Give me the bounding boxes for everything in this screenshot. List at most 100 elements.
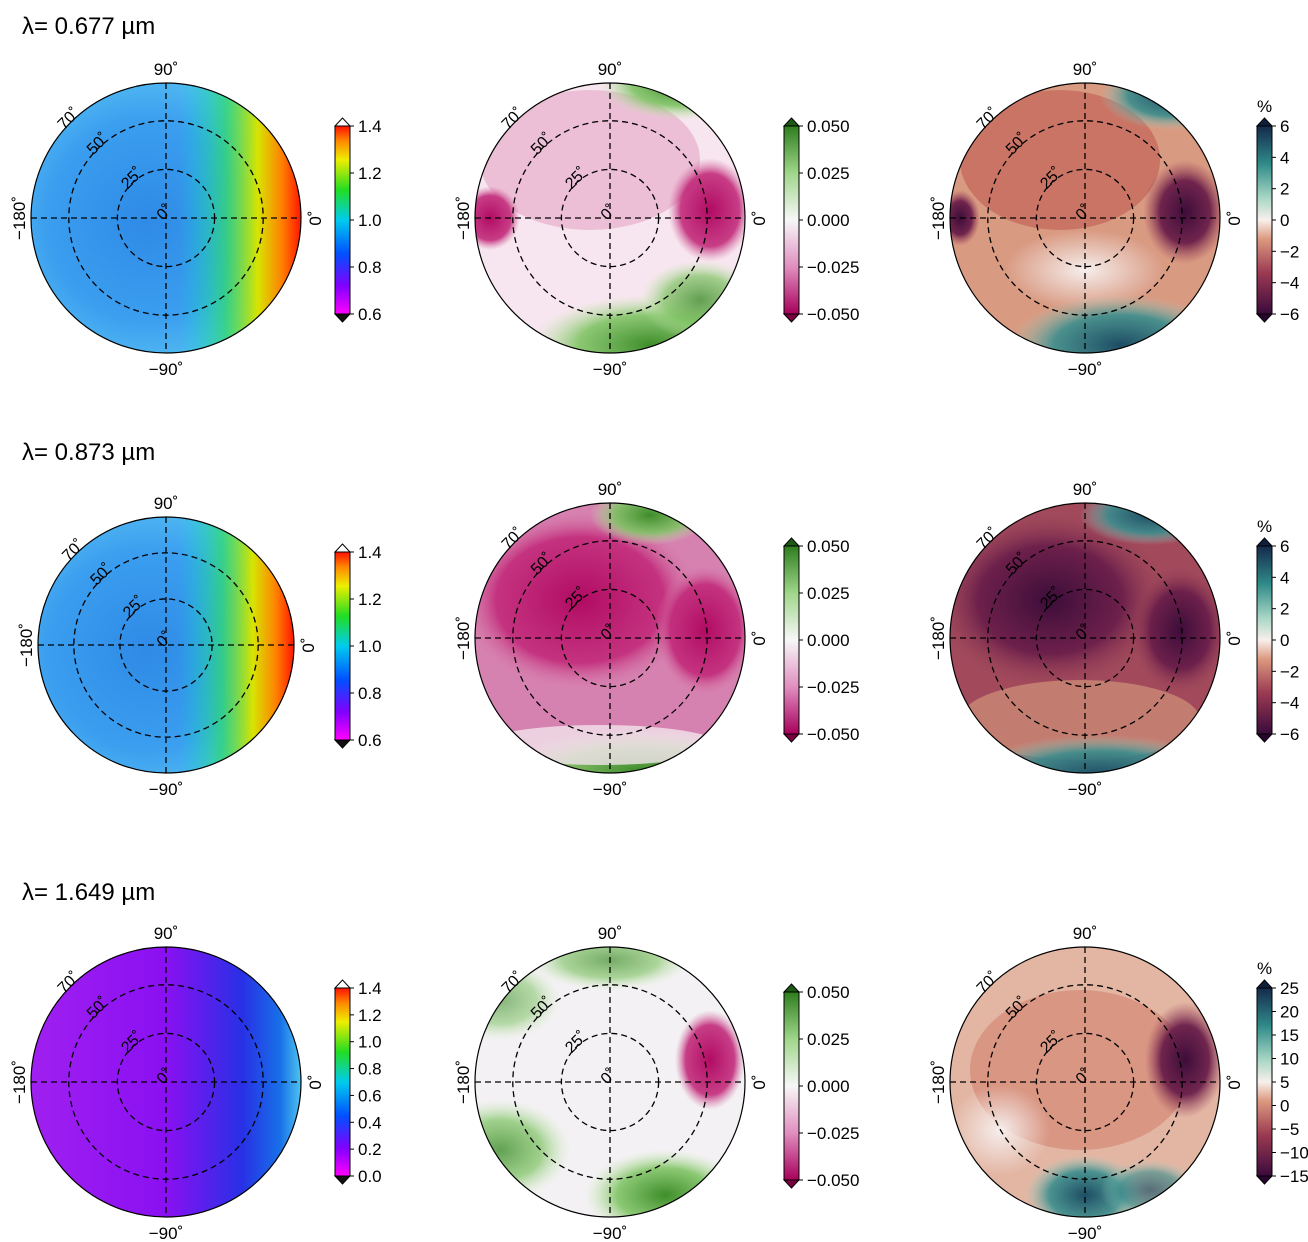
colorbar-0-2: −6 −4 −2 0 2 4 6% <box>1255 97 1299 324</box>
colorbar-tick-label: −2 <box>1280 242 1299 261</box>
colorbar-extend-min <box>1255 1175 1274 1185</box>
colorbar-gradient <box>783 545 800 735</box>
colorbar-extend-max <box>1255 979 1274 989</box>
colorbar-extend-min <box>782 1179 801 1189</box>
colorbar-extend-min <box>782 313 801 323</box>
colorbar-extend-min <box>782 733 801 743</box>
colorbar-extend-min <box>1255 313 1274 323</box>
disk-fill-1-0 <box>38 517 294 773</box>
colorbar-tick-label: 1.0 <box>358 211 382 230</box>
colorbar-tick-label: −6 <box>1280 305 1299 324</box>
colorbar-tick-label: 20 <box>1280 1003 1299 1022</box>
colorbar-tick-label: 0.050 <box>807 117 850 136</box>
lon-label-top: 90˚ <box>598 60 623 79</box>
colorbar-tick-label: 0 <box>1280 211 1289 230</box>
colorbar-tick-label: 6 <box>1280 117 1289 136</box>
lon-label-top: 90˚ <box>598 480 623 499</box>
lon-label-left: −180˚ <box>454 1060 473 1104</box>
colorbar-extend-min <box>333 739 352 749</box>
disk-fill-0-1 <box>475 83 745 353</box>
colorbar-tick-label: −0.050 <box>807 725 859 744</box>
colorbar-1-1: −0.050 −0.025 0.000 0.025 0.050 <box>782 537 859 744</box>
lon-label-top: 90˚ <box>598 924 623 943</box>
lon-label-bottom: −90˚ <box>593 1224 628 1242</box>
colorbar-tick-label: 1.0 <box>358 1033 382 1052</box>
colorbar-gradient <box>334 987 351 1177</box>
lon-label-right: 0˚ <box>750 210 769 225</box>
colorbar-tick-label: 0.6 <box>358 731 382 750</box>
colorbar-tick-label: 0.000 <box>807 1077 850 1096</box>
lon-label-top: 90˚ <box>1073 480 1098 499</box>
colorbar-tick-label: 0 <box>1280 1097 1289 1116</box>
colorbar-gradient <box>1256 987 1273 1177</box>
colorbar-extend-max <box>782 117 801 127</box>
colorbar-extend-min <box>1255 733 1274 743</box>
lon-label-right: 0˚ <box>299 637 318 652</box>
colorbar-gradient <box>783 125 800 315</box>
lon-label-left: −180˚ <box>929 1060 948 1104</box>
disk-outline <box>30 82 302 354</box>
colorbar-tick-label: 1.0 <box>358 637 382 656</box>
lon-label-right: 0˚ <box>750 630 769 645</box>
colorbar-tick-label: 0.0 <box>358 1167 382 1186</box>
colorbar-tick-label: −2 <box>1280 662 1299 681</box>
colorbar-tick-label: 1.4 <box>358 979 382 998</box>
row-label-2: λ= 1.649 µm <box>22 879 155 906</box>
colorbar-tick-label: 15 <box>1280 1026 1299 1045</box>
disk-grid-2-0: 90˚−90˚−180˚ 0˚70˚50˚25˚0˚ <box>10 924 325 1242</box>
colorbar-tick-label: −0.025 <box>807 258 859 277</box>
colorbar-tick-label: 0 <box>1280 631 1289 650</box>
lon-label-top: 90˚ <box>1073 924 1098 943</box>
colorbar-tick-label: 1.2 <box>358 590 382 609</box>
lon-label-right: 0˚ <box>750 1074 769 1089</box>
disk-outline <box>949 946 1221 1218</box>
colorbar-gradient <box>334 125 351 315</box>
colorbar-extend-max <box>782 537 801 547</box>
lon-label-bottom: −90˚ <box>1068 360 1103 379</box>
colorbar-tick-label: 10 <box>1280 1050 1299 1069</box>
colorbar-2-1: −0.050 −0.025 0.000 0.025 0.050 <box>782 983 859 1190</box>
colorbar-tick-label: −6 <box>1280 725 1299 744</box>
disk-outline <box>37 516 295 774</box>
colorbar-extend-max <box>1255 537 1274 547</box>
colorbar-tick-label: 1.4 <box>358 543 382 562</box>
lon-label-left: −180˚ <box>10 196 29 240</box>
colorbar-tick-label: −10 <box>1280 1144 1308 1163</box>
colorbar-tick-label: 0.8 <box>358 1060 382 1079</box>
colorbar-gradient <box>1256 125 1273 315</box>
colorbar-tick-label: 0.4 <box>358 1113 382 1132</box>
colorbar-tick-label: −4 <box>1280 694 1299 713</box>
lon-label-top: 90˚ <box>154 60 179 79</box>
colorbar-tick-label: 5 <box>1280 1073 1289 1092</box>
colorbar-tick-label: 0.025 <box>807 164 850 183</box>
lon-label-left: −180˚ <box>454 196 473 240</box>
colorbar-tick-label: 25 <box>1280 979 1299 998</box>
colorbar-tick-label: 1.2 <box>358 164 382 183</box>
colorbar-tick-label: −15 <box>1280 1167 1308 1186</box>
colorbar-tick-label: 1.2 <box>358 1006 382 1025</box>
lon-label-right: 0˚ <box>1225 1074 1244 1089</box>
colorbar-tick-label: 0.050 <box>807 983 850 1002</box>
lon-label-left: −180˚ <box>17 623 36 667</box>
colorbar-extend-max <box>333 117 352 127</box>
disk-outline <box>474 82 746 354</box>
colorbar-1-0: 0.6 0.8 1.0 1.2 1.4 <box>333 543 382 750</box>
lon-label-top: 90˚ <box>154 494 179 513</box>
disk-outline <box>949 82 1221 354</box>
lon-label-right: 0˚ <box>1225 210 1244 225</box>
lon-label-bottom: −90˚ <box>1068 1224 1103 1242</box>
colorbar-0-1: −0.050 −0.025 0.000 0.025 0.050 <box>782 117 859 324</box>
lon-label-right: 0˚ <box>306 1074 325 1089</box>
colorbar-extend-min <box>333 313 352 323</box>
colorbar-unit: % <box>1257 959 1272 978</box>
colorbar-tick-label: 0.6 <box>358 305 382 324</box>
colorbar-tick-label: −5 <box>1280 1120 1299 1139</box>
lon-label-left: −180˚ <box>10 1060 29 1104</box>
lon-label-right: 0˚ <box>306 210 325 225</box>
lon-label-top: 90˚ <box>154 924 179 943</box>
colorbar-tick-label: −0.025 <box>807 678 859 697</box>
row-label-0: λ= 0.677 µm <box>22 13 155 40</box>
disk-outline <box>30 946 302 1218</box>
colorbar-tick-label: 0.025 <box>807 1030 850 1049</box>
